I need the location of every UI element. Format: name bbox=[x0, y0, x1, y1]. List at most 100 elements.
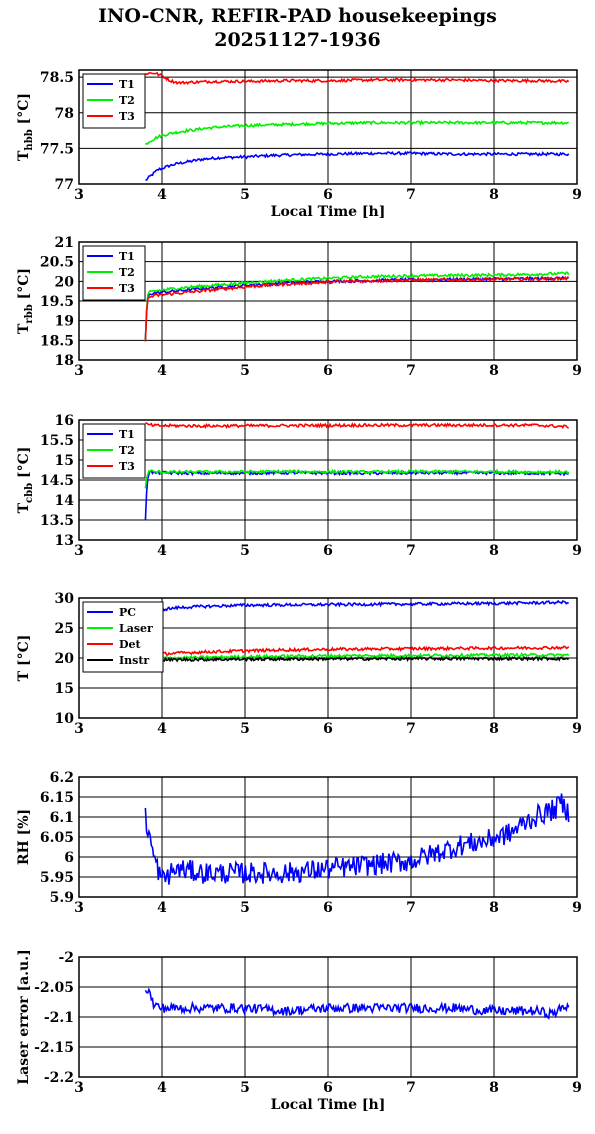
x-tick-label: 9 bbox=[572, 721, 582, 737]
x-tick-label: 7 bbox=[406, 900, 416, 916]
x-tick-label: 4 bbox=[157, 721, 167, 737]
y-tick-label: 14.5 bbox=[40, 473, 74, 489]
y-tick-label: 5.9 bbox=[50, 890, 74, 906]
x-tick-label: 7 bbox=[406, 721, 416, 737]
y-tick-label: 19 bbox=[55, 314, 74, 330]
subtitle-line: 20251127-1936 bbox=[214, 29, 381, 51]
x-tick-label: 7 bbox=[406, 543, 416, 559]
y-tick-label: 77.5 bbox=[40, 141, 74, 157]
y-axis-label: RH [%] bbox=[16, 809, 32, 865]
x-tick-label: 8 bbox=[489, 1080, 499, 1096]
x-tick-label: 3 bbox=[74, 900, 84, 916]
series-line-instr bbox=[144, 655, 569, 663]
x-tick-label: 3 bbox=[74, 187, 84, 203]
y-tick-label: 20 bbox=[55, 274, 75, 290]
plot-frame bbox=[78, 597, 578, 719]
x-tick-label: 8 bbox=[489, 900, 499, 916]
y-tick-label: 6 bbox=[64, 850, 74, 866]
x-tick-label: 3 bbox=[74, 1080, 84, 1096]
x-tick-label: 6 bbox=[323, 187, 333, 203]
y-axis-label-unit: [°C] bbox=[16, 268, 32, 304]
y-tick-label: 14 bbox=[55, 493, 75, 509]
y-tick-label: 13 bbox=[55, 533, 74, 549]
plot-frame bbox=[78, 241, 578, 361]
x-tick-label: 5 bbox=[240, 187, 250, 203]
y-axis-label: T [°C] bbox=[16, 635, 32, 682]
y-tick-label: -2.15 bbox=[34, 1040, 74, 1056]
legend-label: T1 bbox=[119, 78, 135, 91]
y-tick-label: 15 bbox=[55, 453, 74, 469]
x-tick-label: 8 bbox=[489, 187, 499, 203]
panel-3: 3 4 5 6 7 8 9 13 13.5 14 14.5 15 15.5 16 Tcbb [°C] T1 T2… bbox=[16, 413, 582, 559]
legend-label: T1 bbox=[119, 428, 135, 441]
series-line-t3 bbox=[144, 275, 569, 342]
y-axis-label-subscript: hbb bbox=[24, 129, 35, 150]
x-tick-label: 8 bbox=[489, 543, 499, 559]
plot-frame bbox=[78, 419, 578, 541]
panel-6: 3 4 5 6 7 8 9 -2.2 -2.15 -2.1 -2.05 -2 Laser error [… bbox=[16, 949, 582, 1113]
title-line: INO-CNR, REFIR-PAD housekeepings bbox=[98, 5, 497, 27]
x-tick-label: 7 bbox=[406, 363, 416, 379]
y-tick-label: 6.2 bbox=[50, 770, 74, 786]
x-tick-label: 6 bbox=[323, 543, 333, 559]
y-tick-label: 16 bbox=[55, 413, 74, 429]
x-tick-label: 9 bbox=[572, 363, 582, 379]
x-tick-label: 9 bbox=[572, 1080, 582, 1096]
y-tick-label: 21 bbox=[55, 235, 74, 251]
x-tick-label: 3 bbox=[74, 721, 84, 737]
x-tick-label: 7 bbox=[406, 187, 416, 203]
plot-frame bbox=[78, 956, 578, 1078]
y-tick-label: 78.5 bbox=[40, 70, 74, 86]
y-axis-label: Laser error [a.u.] bbox=[16, 949, 32, 1084]
panel-5: 3 4 5 6 7 8 9 5.9 5.95 6 6.05 6.1 6.15 6.2 RH [%] bbox=[16, 770, 582, 916]
y-axis-label: Thbb [°C] bbox=[16, 93, 35, 161]
legend-label: PC bbox=[119, 606, 136, 619]
legend-label: T2 bbox=[119, 444, 135, 457]
x-tick-label: 4 bbox=[157, 363, 167, 379]
y-tick-label: 6.1 bbox=[50, 810, 74, 826]
y-tick-label: 5.95 bbox=[40, 870, 74, 886]
x-tick-label: 8 bbox=[489, 721, 499, 737]
y-tick-label: -2 bbox=[58, 950, 74, 966]
x-tick-label: 6 bbox=[323, 900, 333, 916]
x-tick-label: 6 bbox=[323, 721, 333, 737]
plot-frame bbox=[78, 776, 578, 898]
x-tick-label: 4 bbox=[157, 900, 167, 916]
x-tick-label: 9 bbox=[572, 187, 582, 203]
x-tick-label: 9 bbox=[572, 543, 582, 559]
legend-label: Laser bbox=[119, 622, 153, 635]
x-tick-label: 6 bbox=[323, 363, 333, 379]
x-axis-label: Local Time [h] bbox=[271, 1097, 386, 1113]
x-tick-label: 3 bbox=[74, 543, 84, 559]
x-tick-label: 5 bbox=[240, 1080, 250, 1096]
y-tick-label: 18 bbox=[55, 353, 74, 369]
x-tick-label: 8 bbox=[489, 363, 499, 379]
y-tick-label: 30 bbox=[55, 591, 75, 607]
y-axis-label-subscript: cbb bbox=[24, 483, 35, 503]
y-tick-label: 6.05 bbox=[40, 830, 74, 846]
y-tick-label: 19.5 bbox=[40, 294, 74, 310]
y-tick-label: 77 bbox=[55, 177, 74, 193]
panel-2: 3 4 5 6 7 8 9 18 18.5 19 19.5 20 20.5 21 Trbb [°C] T1 T2… bbox=[16, 235, 582, 379]
x-tick-label: 4 bbox=[157, 543, 167, 559]
y-tick-label: 15 bbox=[55, 681, 74, 697]
chart-title: INO-CNR, REFIR-PAD housekeepings 2025112… bbox=[0, 4, 595, 52]
y-tick-label: 15.5 bbox=[40, 433, 74, 449]
y-axis-label: Tcbb [°C] bbox=[16, 447, 35, 514]
x-tick-label: 5 bbox=[240, 900, 250, 916]
x-tick-label: 5 bbox=[240, 721, 250, 737]
series-line-t2 bbox=[144, 119, 570, 146]
legend-label: Det bbox=[119, 638, 142, 651]
legend-label: T3 bbox=[119, 460, 135, 473]
y-tick-label: 20 bbox=[55, 651, 75, 667]
plot-frame bbox=[78, 69, 578, 185]
legend-label: Instr bbox=[119, 654, 149, 667]
y-tick-label: 25 bbox=[55, 621, 74, 637]
series-line-laser bbox=[144, 651, 570, 661]
y-tick-label: 20.5 bbox=[40, 255, 74, 271]
legend-label: T2 bbox=[119, 94, 135, 107]
x-tick-label: 5 bbox=[240, 543, 250, 559]
series-line-t3 bbox=[145, 422, 569, 429]
